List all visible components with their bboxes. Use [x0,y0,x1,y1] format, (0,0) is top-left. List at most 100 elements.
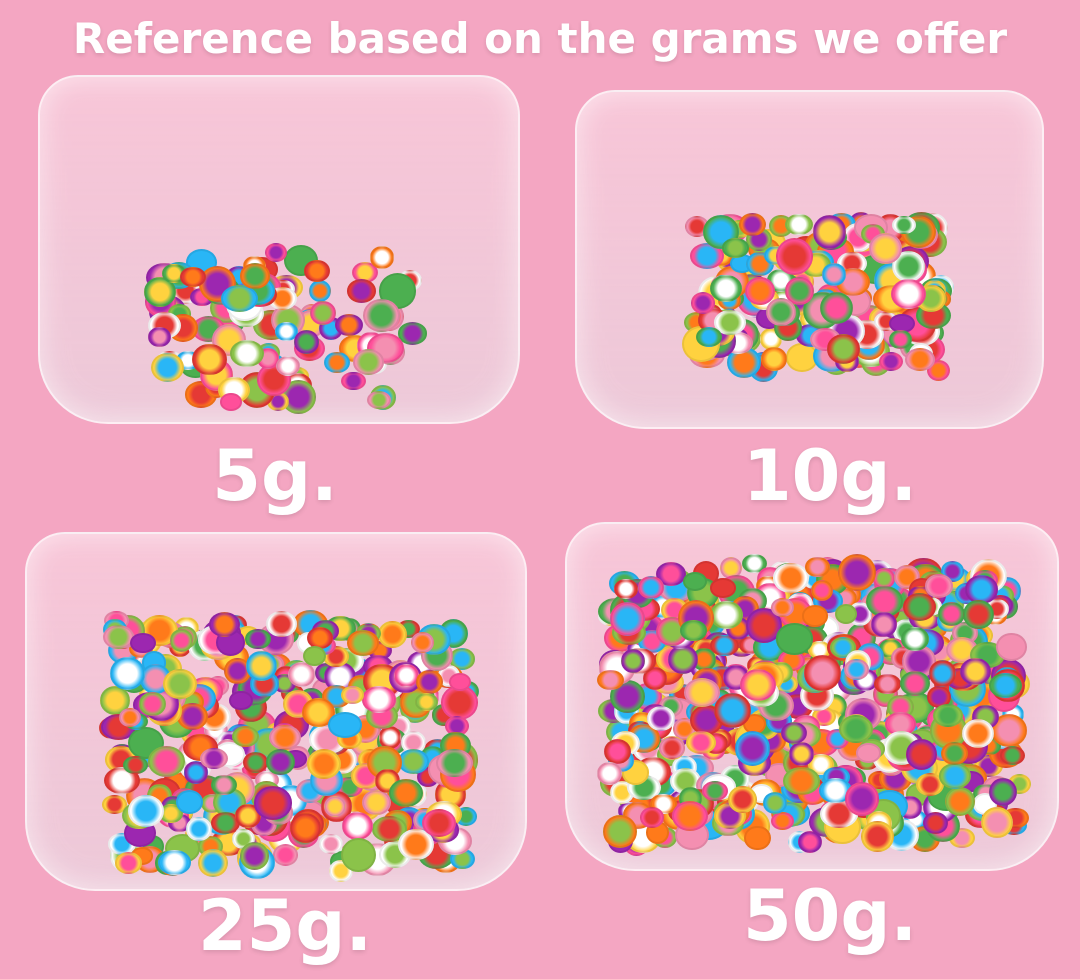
fruit-slice [340,686,364,705]
bowl-50g [565,522,1059,871]
fruit-slice [397,322,427,345]
fruit-slice [904,348,935,371]
fruit-slice [696,326,723,347]
fruit-slice [640,806,665,828]
fruit-slice [945,787,976,816]
fruit-slice [175,790,204,815]
fruit-slice [892,216,916,235]
fruit-slice [680,620,707,642]
fruit-slice [303,645,326,666]
confetti-pile [140,242,430,414]
fruit-slice [341,372,366,391]
fruit-slice [937,602,965,626]
fruit-slice [686,731,717,755]
fruit-slice [309,279,332,302]
fruit-slice [891,250,925,282]
fruit-slice [436,748,473,777]
fruit-slice [803,655,841,691]
fruit-slice [891,279,926,310]
fruit-slice [805,556,830,577]
bowl-10g [575,90,1044,429]
fruit-slice [962,718,995,748]
weight-label-10g: 10g. [742,435,918,517]
page-title: Reference based on the grams we offer [72,14,1008,63]
fruit-slice [775,623,814,655]
fruit-slice [393,664,419,688]
fruit-slice [821,263,846,287]
fruit-slice [151,353,185,383]
fruit-slice [940,741,968,766]
fruit-slice [899,670,931,696]
fruit-slice [363,298,400,333]
fruit-slice [819,291,854,324]
fruit-slice [861,821,894,853]
fruit-slice [869,232,902,264]
fruit-slice [646,706,676,732]
fruit-slice [939,763,972,789]
fruit-slice [276,355,301,376]
fruit-slice [782,767,820,795]
fruit-slice [888,329,912,350]
fruit-slice [745,277,775,305]
fruit-slice [905,739,937,770]
fruit-slice [963,599,994,630]
fruit-slice [761,347,788,371]
fruit-slice [118,707,142,727]
fruit-slice [728,785,757,814]
fruit-slice [147,326,172,348]
fruit-slice [959,657,991,686]
fruit-slice [710,634,739,657]
fruit-slice [810,579,833,602]
fruit-slice [843,658,869,681]
fruit-slice [378,621,407,649]
fruit-slice [924,573,954,598]
fruit-slice [812,215,846,249]
fruit-slice [307,748,342,779]
fruit-slice [110,657,146,691]
fruit-slice [229,690,253,711]
fruit-slice [122,755,148,775]
fruit-slice [744,826,771,851]
fruit-slice [294,330,319,354]
fruit-slice [240,263,270,289]
fruit-slice [738,213,766,237]
fruit-slice [362,789,391,816]
fruit-slice [268,724,301,751]
fruit-slice [239,842,269,870]
fruit-slice [838,554,876,592]
fruit-slice [342,811,374,841]
fruit-slice [266,748,296,775]
fruit-slice [734,731,771,767]
fruit-slice [231,726,259,748]
fruit-slice [410,632,434,653]
fruit-slice [340,837,376,872]
fruit-slice [192,343,227,376]
fruit-slice [138,691,166,717]
fruit-slice [186,816,212,841]
fruit-slice [602,815,637,848]
fruit-slice [710,274,742,303]
fruit-slice [878,351,904,371]
fruit-slice [163,669,197,700]
fruit-slice [770,598,795,618]
fruit-slice [988,672,1022,698]
fruit-slice [683,678,720,707]
fruit-slice [770,812,794,830]
fruit-slice [220,393,243,412]
fruit-slice [788,741,815,767]
confetti-pile [682,212,954,383]
fruit-slice [328,711,363,738]
fruit-slice [346,278,377,303]
fruit-slice [254,786,293,820]
fruit-slice [170,629,194,653]
fruit-slice [378,726,402,749]
fruit-slice [722,237,749,258]
bowl-25g [25,532,527,891]
fruit-slice [128,795,164,828]
weight-label-5g: 5g. [212,435,338,517]
bowl-5g [38,75,520,424]
fruit-slice [701,781,728,802]
confetti-pile [97,609,480,883]
fruit-slice [597,761,622,785]
weight-label-50g: 50g. [742,875,918,957]
